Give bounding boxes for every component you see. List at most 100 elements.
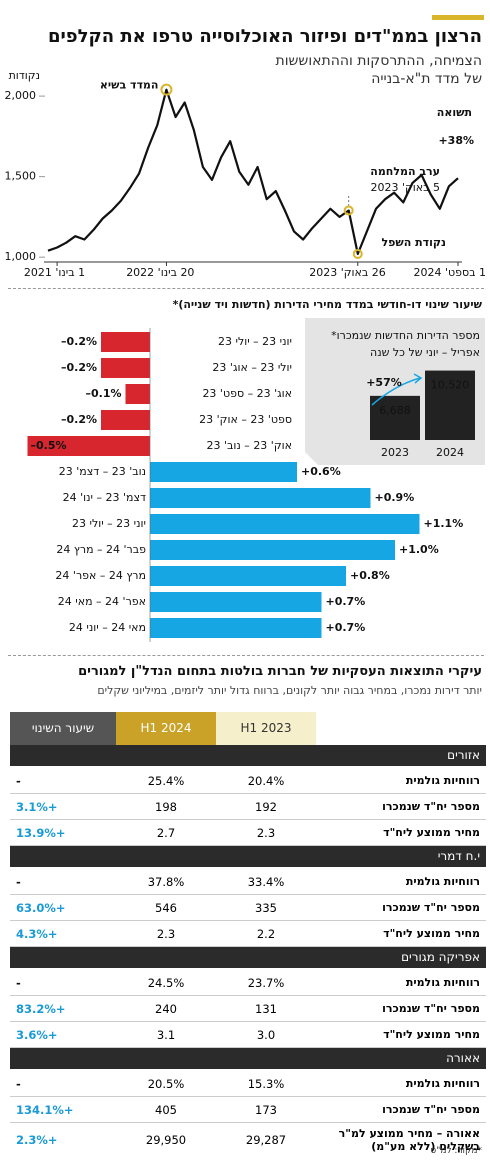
cell: +3.6%: [16, 1027, 58, 1042]
cell: מספר יח"ד שנמכרו: [382, 800, 480, 813]
table-row: רווחיות גולמית 23.7% 24.5% -: [10, 970, 486, 996]
cell: +63.0%: [16, 900, 66, 915]
subtitle: של מדד ת"א-בנייה: [371, 71, 482, 87]
annotation-dot: [160, 83, 173, 96]
cell: 2.2: [256, 926, 276, 941]
cell: 405: [155, 1102, 177, 1117]
inset-subtitle: אפריל – יוני של כל שנה: [370, 346, 480, 359]
cell: -: [16, 1076, 21, 1091]
table-row: רווחיות גולמית 33.4% 37.8% -: [10, 869, 486, 895]
y-tick-label: 1,500: [5, 170, 37, 183]
cell: 335: [255, 900, 277, 915]
cell: 2.3: [256, 825, 276, 840]
cell: -: [16, 773, 21, 788]
y-tick-label: אוג' 23 – ספט' 23: [202, 387, 292, 400]
cell: מספר יח"ד שנמכרו: [382, 1103, 480, 1116]
header-cell: [316, 712, 486, 745]
annotation: 5 באוק' 2023: [370, 181, 440, 194]
cell: +134.1%: [16, 1102, 74, 1117]
bar-value-label: +0.8%: [350, 569, 390, 582]
bar: [101, 410, 150, 430]
table-row: מחיר ממוצע ליח"ד 3.0 3.1 +3.6%: [10, 1022, 486, 1048]
bar-value-label: +1.1%: [424, 517, 464, 530]
cell: 29,287: [245, 1133, 287, 1147]
title: הרצון בממ"דים ופיזור האוכלוסייה טרפו את …: [47, 26, 482, 47]
bar: [150, 592, 322, 612]
y-tick-label: אוק' 23 – נוב' 23: [207, 439, 292, 452]
bar-value-label: +0.6%: [301, 465, 341, 478]
subtitle: הצמיחה, ההתרסקות וההתאוששות: [275, 53, 483, 69]
x-tick-label: 1 בינו' 2021: [24, 266, 85, 279]
cell: 3.1: [156, 1027, 176, 1042]
bar-value-label: +1.0%: [399, 543, 439, 556]
table-row: מחיר ממוצע ליח"ד 2.2 2.3 +4.3%: [10, 921, 486, 947]
bar: [370, 395, 420, 440]
x-tick-label: 2023: [381, 446, 409, 459]
cell: 546: [155, 900, 177, 915]
y-axis-label: נקודות: [9, 69, 40, 82]
table-subtitle: יותר דירות נמכרו, במחיר גבוה יותר לקונים…: [97, 684, 482, 697]
annotation: +38%: [438, 134, 474, 147]
bar: [150, 566, 346, 586]
table-row: מספר יח"ד שנמכרו 192 198 +3.1%: [10, 794, 486, 820]
cell: 15.3%: [247, 1076, 285, 1091]
cell: רווחיות גולמית: [405, 774, 480, 787]
header-cell: H1 2024: [116, 712, 216, 745]
table-row: מספר יח"ד שנמכרו 131 240 +83.2%: [10, 996, 486, 1022]
table-row: רווחיות גולמית 20.4% 25.4% -: [10, 768, 486, 794]
annotation: המדד בשיא: [100, 79, 159, 92]
change-label: +57%: [366, 376, 402, 389]
cell: 29,950: [145, 1133, 187, 1147]
x-tick-label: 1 בספט' 2024: [413, 266, 486, 279]
cell: רווחיות גולמית: [405, 976, 480, 989]
y-tick-label: יולי 23 – אוג' 23: [212, 361, 292, 374]
charts: נקודות 1,000 1,500 2,000 1 בינו' 2021 20 בינו…: [5, 69, 486, 642]
y-tick-label: מאי 24 – יוני 24: [69, 621, 146, 634]
bar: [150, 488, 371, 508]
bar: [27, 436, 150, 456]
bar-value-label: –0.2%: [61, 335, 97, 348]
bar-value-label: –0.5%: [31, 439, 67, 452]
group-header: י.ח דמרי: [10, 846, 486, 869]
cell: 173: [255, 1102, 277, 1117]
table: H1 2023 H1 2024 שיעור השינוי אזורים רווחיות …: [10, 712, 486, 1157]
divider: [8, 288, 484, 289]
chart-title: שיעור שינוי דו-חודשי במדד מחירי הדירות (…: [173, 298, 483, 311]
cell: +13.9%: [16, 825, 66, 840]
bar-value-label: –0.2%: [61, 361, 97, 374]
cell: 198: [155, 799, 177, 814]
annotation: נקודת השפל: [382, 236, 446, 249]
cell: מחיר ממוצע ליח"ד: [383, 927, 480, 940]
table-row: רווחיות גולמית 15.3% 20.5% -: [10, 1071, 486, 1097]
bar-value-label: –0.2%: [61, 413, 97, 426]
y-tick-label: פבר' 24 – מרץ 24: [56, 543, 146, 556]
bar: [150, 540, 395, 560]
cell: 240: [155, 1001, 177, 1016]
annotation-dot: [352, 248, 363, 259]
y-tick-label: 1,000: [5, 250, 37, 263]
cell: מספר יח"ד שנמכרו: [382, 901, 480, 914]
cell: מספר יח"ד שנמכרו: [382, 1002, 480, 1015]
bar: [101, 332, 150, 352]
table-row: אאורה – מחיר ממוצע למ"ר בשקלים (ללא מע"מ…: [10, 1123, 486, 1157]
cell: מחיר ממוצע ליח"ד: [383, 1028, 480, 1041]
bar-value-label: +0.7%: [326, 595, 366, 608]
x-tick-label: 2024: [436, 446, 464, 459]
change-arrow: [371, 373, 423, 406]
source: *מקור: למ"ס: [430, 1146, 482, 1156]
cell: 192: [255, 799, 277, 814]
cell: 20.4%: [247, 773, 285, 788]
table-row: מספר יח"ד שנמכרו 173 405 +134.1%: [10, 1097, 486, 1123]
header-cell: שיעור השינוי: [10, 712, 116, 745]
cell: מחיר ממוצע ליח"ד: [383, 826, 480, 839]
cell: +3.1%: [16, 799, 58, 814]
cell: +83.2%: [16, 1001, 66, 1016]
annotation-dot: [343, 205, 354, 216]
y-tick-label: מרץ 24 – אפר' 24: [55, 569, 146, 582]
cell: -: [16, 975, 21, 990]
bar-value-label: 10,520: [431, 379, 470, 392]
y-tick-label: 2,000: [5, 89, 37, 102]
y-tick-label: נוב' 23 – דצמ' 23: [59, 465, 146, 478]
bar: [101, 358, 150, 378]
